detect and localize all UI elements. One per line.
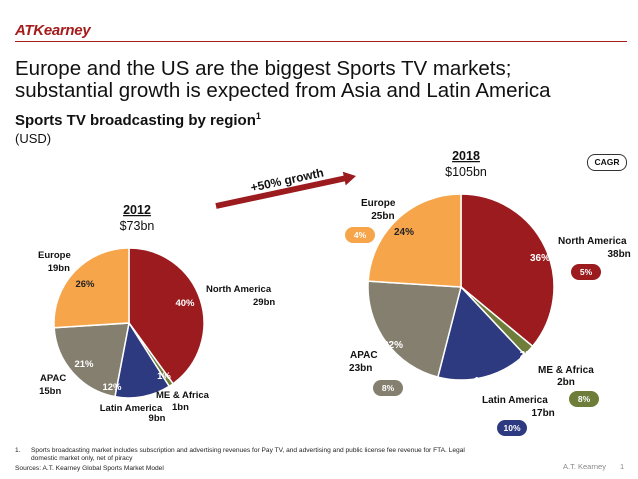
pie-2012-label-apac-value: 15bn [39, 386, 61, 397]
pie-2018-pct-apac: 22% [383, 340, 403, 351]
pie-2012-label-europe-value: 19bn [48, 263, 70, 274]
pie-2018-cagr-apac: 8% [382, 383, 395, 393]
pie-2018-cagr-north-america: 5% [580, 267, 593, 277]
footer-brand: A.T. Kearney [563, 462, 606, 471]
slide-title: Europe and the US are the biggest Sports… [15, 58, 625, 102]
footnote: 1. Sports broadcasting market includes s… [15, 447, 555, 463]
pie-2012-label-latin-america-region: Latin America [100, 403, 163, 414]
growth-arrow [215, 171, 356, 209]
footnote-line-1: Sports broadcasting market includes subs… [31, 447, 465, 454]
slide-title-line-2: substantial growth is expected from Asia… [15, 79, 551, 102]
pie-2012-slice-europe [53, 247, 130, 329]
pie-2018-slice-north-america [460, 193, 555, 348]
pie-2018-label-apac-region: APAC [350, 350, 378, 361]
chart-subtitle: Sports TV broadcasting by region1 [15, 111, 261, 129]
pie-2012-pct-north-america: 40% [175, 298, 195, 309]
pie-2018-label-me-africa-region: ME & Africa [538, 365, 594, 376]
pie-2018-cagr-latin-america: 10% [503, 423, 520, 433]
pie-2012-label-me-africa-value: 1bn [172, 402, 189, 413]
brand-logo: ATKearney [15, 22, 91, 39]
pie-2012-label-north-america-value: 29bn [253, 297, 275, 308]
chart-subtitle-text: Sports TV broadcasting by region [15, 112, 256, 129]
pie-2018-cagr-europe: 4% [354, 230, 367, 240]
pie-2018-slice-latin-america [436, 285, 526, 381]
footnote-marker: 1 [255, 111, 261, 121]
pie-2012-label-apac-region: APAC [40, 373, 66, 384]
pie-2018-slice-europe [367, 193, 462, 288]
cagr-badge: CAGR [587, 154, 627, 171]
sources-note: Sources: A.T. Kearney Global Sports Mark… [15, 465, 164, 472]
pie-2018-cagr-pill-apac [373, 380, 403, 396]
unit-label: (USD) [15, 131, 52, 146]
pie-2018-pct-europe: 24% [394, 227, 414, 238]
pie-2012-pct-latin-america: 12% [102, 382, 122, 393]
pie-2012-pct-apac: 21% [74, 359, 94, 370]
pie-2018-label-me-africa-value: 2bn [557, 377, 575, 388]
pie-2012-slice-north-america [128, 247, 205, 385]
footnote-number: 1. [15, 447, 21, 454]
pie-2018-label-north-america-region: North America [558, 236, 627, 247]
page-number: 1 [620, 462, 625, 471]
header-divider [15, 41, 627, 42]
pie-2018-cagr-me-africa: 8% [578, 394, 591, 404]
pie-2018-label-apac-value: 23bn [349, 363, 372, 374]
pie-2018-label-north-america-value: 38bn [607, 249, 630, 260]
pie-2018-total: $105bn [445, 165, 487, 179]
pie-2012-label-me-africa-region: ME & Africa [156, 390, 210, 401]
pie-2018-cagr-pill-latin-america [497, 420, 527, 436]
pie-2018-cagr-pill-me-africa [569, 391, 599, 407]
pie-2018-label-europe-value: 25bn [371, 211, 394, 222]
pie-2018-cagr-pill-europe [345, 227, 375, 243]
pie-2018-year: 2018 [452, 149, 480, 163]
pie-2012-label-latin-america-value: 9bn [149, 413, 166, 424]
pie-2012-pct-europe: 26% [75, 279, 95, 290]
slide-title-line-1: Europe and the US are the biggest Sports… [15, 57, 512, 80]
pie-2018-slice-apac [367, 280, 462, 378]
pie-2012-label-north-america-region: North America [206, 284, 272, 295]
pie-2018-label-latin-america-value: 17bn [531, 408, 554, 419]
footnote-line-2: domestic market only, net of piracy [31, 455, 133, 463]
pie-2018-pct-latin-america: 16% [474, 376, 494, 387]
pie-2012-year: 2012 [123, 203, 151, 217]
pie-2012-label-europe-region: Europe [38, 250, 71, 261]
pie-2018-label-latin-america-region: Latin America [482, 395, 548, 406]
pie-2018-label-europe-region: Europe [361, 198, 396, 209]
pie-2012-pct-me-africa: 1% [157, 371, 171, 382]
pie-2018-pct-north-america: 36% [530, 253, 550, 264]
pie-2018-pct-me-africa: 2% [520, 350, 535, 361]
pie-2018-cagr-pill-north-america [571, 264, 601, 280]
pie-2012-slice-apac [53, 322, 130, 398]
pie-2012-total: $73bn [120, 219, 155, 233]
